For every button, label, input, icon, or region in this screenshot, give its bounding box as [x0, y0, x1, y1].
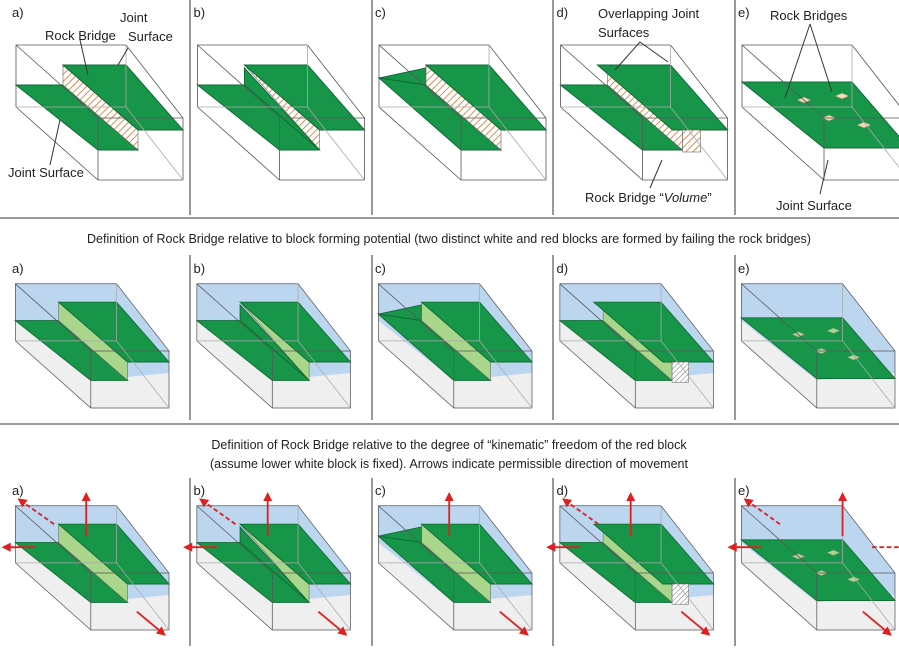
panels: a) b) c) d) e) a) b) c) d) e) a) b) c) d) e) [3, 5, 899, 635]
panel-label: c) [375, 5, 386, 20]
panel-drawing [378, 284, 532, 408]
figure: a) b) c) d) e) a) b) c) d) e) a) b) c) d) e) Rock Brid… [0, 0, 899, 646]
panel-label: d) [557, 261, 569, 276]
annotation-part: Volume [664, 190, 708, 205]
panel-drawing [3, 494, 169, 635]
annotation: Surface [128, 29, 173, 44]
panel-drawing [198, 45, 365, 180]
panel-label: b) [194, 483, 206, 498]
annotation: Rock Bridge “Volume” [585, 190, 712, 205]
panel-drawing [15, 284, 169, 408]
panel-label: c) [375, 483, 386, 498]
panel-label: d) [557, 5, 569, 20]
caption: Definition of Rock Bridge relative to th… [211, 438, 687, 452]
panel-label: c) [375, 261, 386, 276]
annotation: Rock Bridges [770, 8, 848, 23]
panel-drawing [741, 284, 895, 408]
annotation: Joint Surface [8, 165, 84, 180]
caption: (assume lower white block is fixed). Arr… [210, 457, 688, 471]
annotation: Joint Surface [776, 198, 852, 213]
panel-label: e) [738, 261, 750, 276]
panel-label: e) [738, 5, 750, 20]
panel-drawing [378, 494, 532, 635]
panel-drawing [379, 45, 546, 180]
panel-label: a) [12, 483, 24, 498]
annotation: Overlapping Joint [598, 6, 700, 21]
panel-label: a) [12, 261, 24, 276]
panel-label: b) [194, 5, 206, 20]
caption: Definition of Rock Bridge relative to bl… [87, 232, 811, 246]
panel-drawing [197, 284, 351, 408]
panel-drawing [548, 494, 714, 635]
annotation: Rock Bridge [45, 28, 116, 43]
panel-drawing [729, 494, 899, 635]
panel-label: a) [12, 5, 24, 20]
panel-drawing [561, 45, 728, 180]
annotation-part: Rock Bridge “ [585, 190, 664, 205]
annotation: Surfaces [598, 25, 650, 40]
annotation: Joint [120, 10, 148, 25]
panel-label: d) [557, 483, 569, 498]
panel-label: b) [194, 261, 206, 276]
panel-drawing [560, 284, 714, 408]
annotation-part: ” [707, 190, 711, 205]
panel-label: e) [738, 483, 750, 498]
panel-drawing [185, 494, 351, 635]
panel-drawing [742, 45, 899, 180]
panel-drawing [16, 45, 183, 180]
